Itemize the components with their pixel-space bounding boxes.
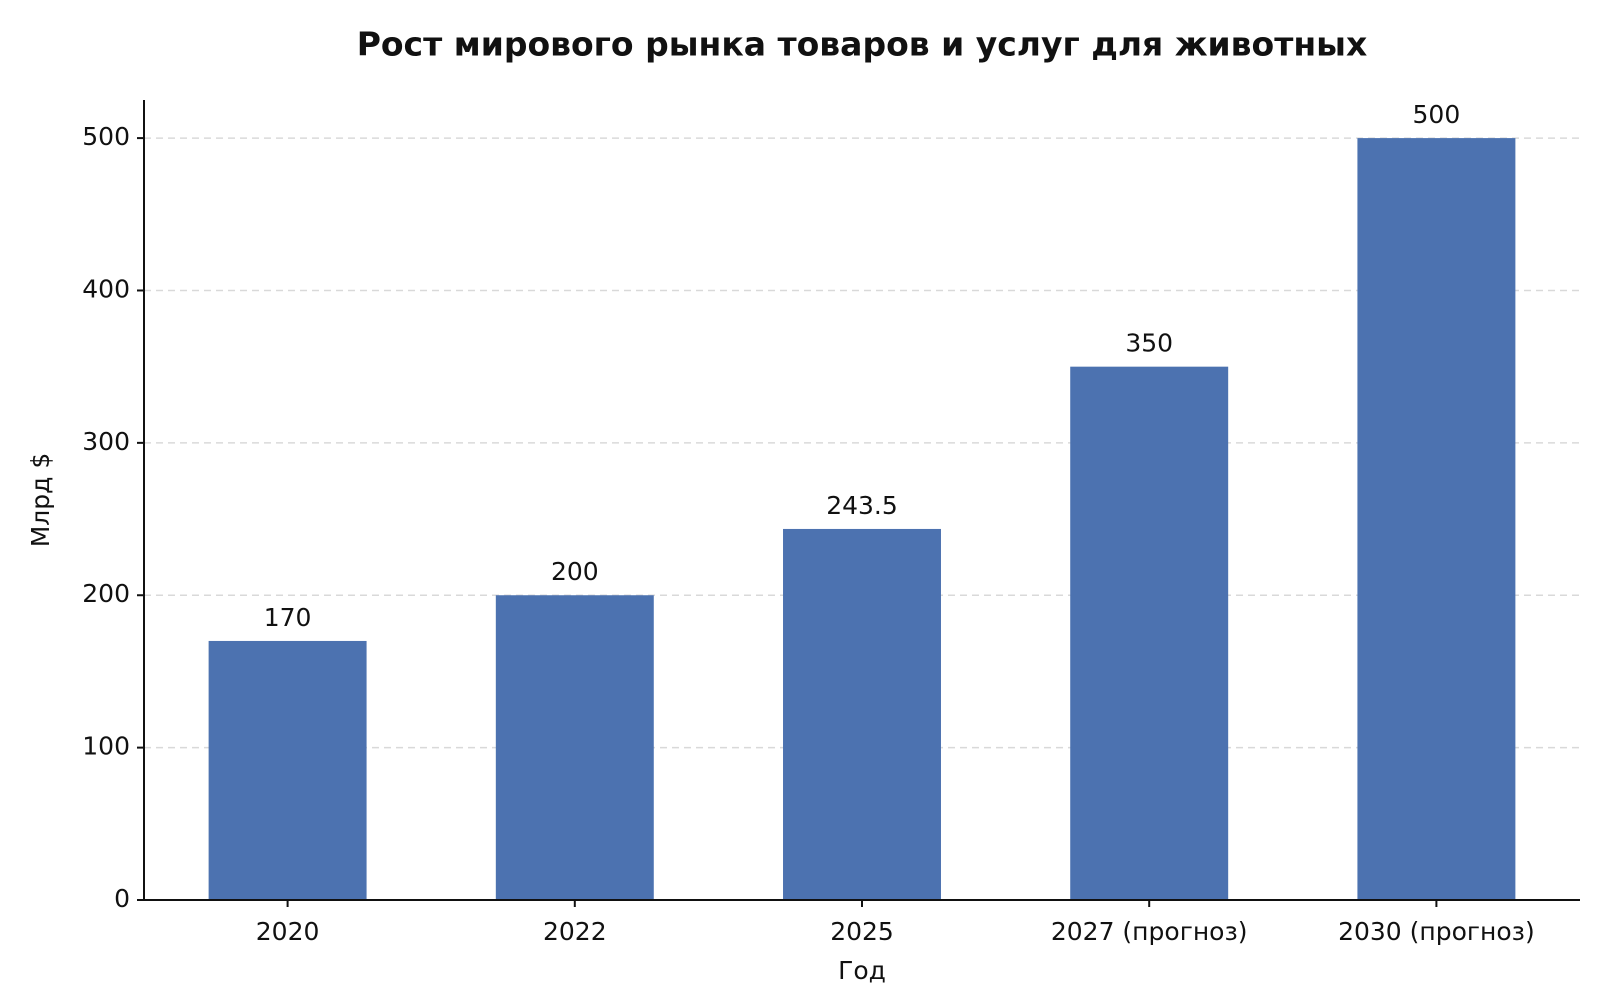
- bar: [783, 528, 941, 900]
- data-label: 243.5: [826, 491, 898, 520]
- y-tick-label: 400: [82, 274, 130, 303]
- chart-title: Рост мирового рынка товаров и услуг для …: [357, 25, 1368, 64]
- data-label: 170: [264, 603, 312, 632]
- bar: [1070, 366, 1229, 901]
- x-tick-label: 2025: [830, 917, 894, 946]
- x-tick-label: 2030 (прогноз): [1338, 917, 1535, 946]
- bar: [495, 595, 654, 900]
- data-label: 500: [1413, 100, 1461, 129]
- y-tick-label: 100: [82, 732, 130, 761]
- data-label: 350: [1125, 329, 1173, 358]
- bar: [1357, 138, 1516, 901]
- y-tick-label: 0: [114, 884, 130, 913]
- x-tick-label: 2020: [256, 917, 320, 946]
- data-label: 200: [551, 557, 599, 586]
- y-tick-label: 200: [82, 579, 130, 608]
- bar: [208, 640, 367, 900]
- y-axis-label: Млрд $: [26, 453, 55, 548]
- x-tick-label: 2022: [543, 917, 607, 946]
- y-tick-label: 500: [82, 122, 130, 151]
- x-axis-label: Год: [838, 956, 886, 985]
- x-tick-label: 2027 (прогноз): [1051, 917, 1248, 946]
- y-tick-label: 300: [82, 427, 130, 456]
